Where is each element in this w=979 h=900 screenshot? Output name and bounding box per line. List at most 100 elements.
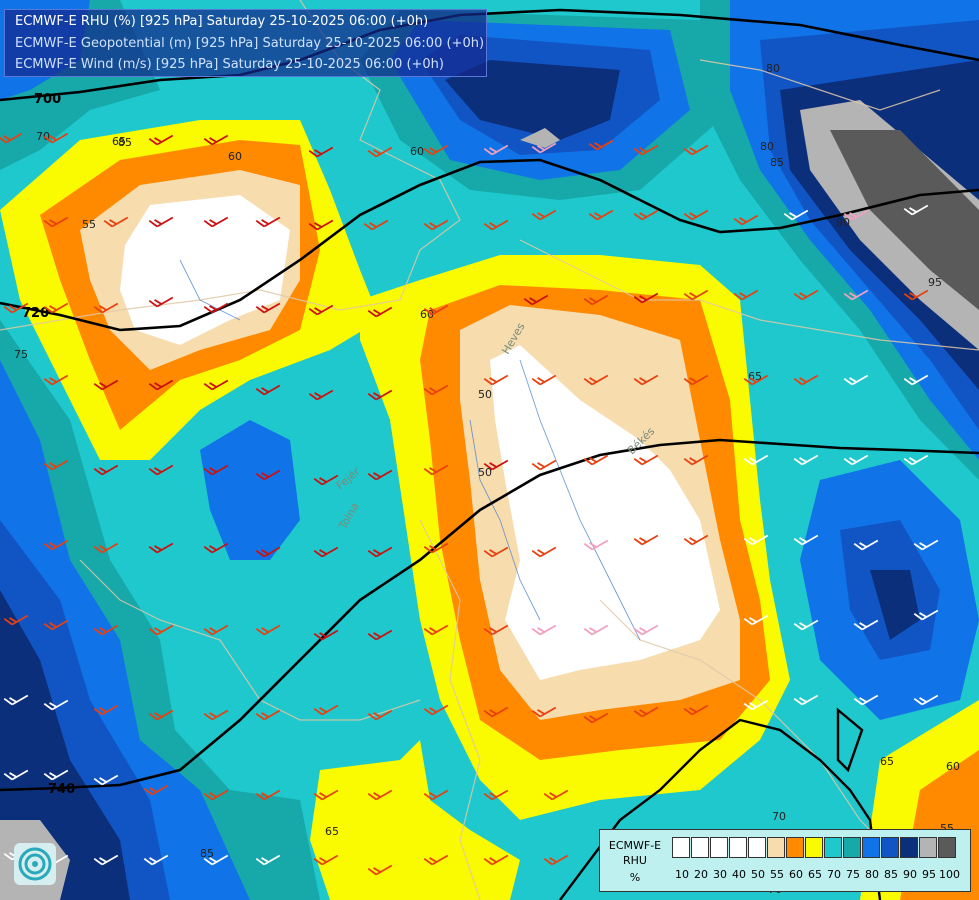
map-title-box: ECMWF-E RHU (%) [925 hPa] Saturday 25-10… bbox=[4, 9, 487, 77]
wind-barb-icon bbox=[423, 144, 449, 156]
wind-barb-icon bbox=[913, 694, 939, 706]
wind-barb-icon bbox=[423, 542, 449, 554]
wind-barb-icon bbox=[203, 464, 229, 476]
wind-barb-icon bbox=[531, 142, 557, 154]
wind-barb-icon bbox=[308, 146, 334, 158]
wind-barb-icon bbox=[531, 624, 557, 636]
wind-barb-icon bbox=[743, 699, 769, 711]
wind-barb-icon bbox=[733, 214, 759, 226]
wind-barb-icon bbox=[483, 546, 509, 558]
wind-barb-icon bbox=[203, 709, 229, 721]
rhu-contour-label: 85 bbox=[770, 156, 784, 169]
wind-barb-icon bbox=[633, 624, 659, 636]
legend-swatch bbox=[881, 837, 899, 858]
wind-barb-icon bbox=[903, 204, 929, 216]
legend-swatch bbox=[900, 837, 918, 858]
wind-barb-icon bbox=[93, 854, 119, 866]
legend-swatch bbox=[672, 837, 690, 858]
wind-barb-icon bbox=[583, 624, 609, 636]
wind-barb-icon bbox=[903, 289, 929, 301]
wind-barb-icon bbox=[3, 302, 29, 314]
wind-barb-icon bbox=[148, 379, 174, 391]
wind-barb-icon bbox=[203, 624, 229, 636]
wind-barb-icon bbox=[423, 304, 449, 316]
wind-barb-icon bbox=[203, 789, 229, 801]
rhu-contour-label: 90 bbox=[836, 216, 850, 229]
wind-barb-icon bbox=[93, 774, 119, 786]
wind-barb-icon bbox=[43, 132, 69, 144]
legend-swatch bbox=[767, 837, 785, 858]
wind-barb-icon bbox=[148, 134, 174, 146]
wind-barb-icon bbox=[423, 219, 449, 231]
legend-tick: 80 bbox=[865, 868, 879, 881]
wind-barb-icon bbox=[483, 706, 509, 718]
wind-barb-icon bbox=[483, 374, 509, 386]
wind-barb-icon bbox=[903, 374, 929, 386]
legend-swatch bbox=[691, 837, 709, 858]
wind-barb-icon bbox=[483, 459, 509, 471]
wind-barb-icon bbox=[903, 454, 929, 466]
rhu-contour-label: 85 bbox=[200, 847, 214, 860]
wind-barb-icon bbox=[148, 216, 174, 228]
wind-barb-icon bbox=[423, 704, 449, 716]
wind-barb-icon bbox=[793, 619, 819, 631]
wind-barb-icon bbox=[583, 374, 609, 386]
wind-barb-icon bbox=[531, 546, 557, 558]
wind-barb-icon bbox=[43, 216, 69, 228]
wind-barb-icon bbox=[683, 209, 709, 221]
wind-barb-icon bbox=[3, 694, 29, 706]
wind-barb-icon bbox=[793, 694, 819, 706]
wind-barb-icon bbox=[633, 706, 659, 718]
wind-barb-icon bbox=[43, 619, 69, 631]
wind-barb-icon bbox=[531, 374, 557, 386]
legend-swatch bbox=[748, 837, 766, 858]
wind-barb-icon bbox=[683, 144, 709, 156]
wind-barb-icon bbox=[633, 144, 659, 156]
rhu-contour-label: 80 bbox=[766, 62, 780, 75]
rhu-contour-label: 65 bbox=[325, 825, 339, 838]
wind-barb-icon bbox=[793, 289, 819, 301]
legend-swatch bbox=[919, 837, 937, 858]
wind-barb-icon bbox=[255, 709, 281, 721]
wind-barb-icon bbox=[308, 219, 334, 231]
rhu-title: ECMWF-E RHU (%) [925 hPa] Saturday 25-10… bbox=[15, 14, 429, 29]
wind-barb-icon bbox=[913, 539, 939, 551]
wind-barb-icon bbox=[743, 614, 769, 626]
wind-barb-icon bbox=[633, 374, 659, 386]
wind-barb-icon bbox=[203, 542, 229, 554]
wind-barb-icon bbox=[633, 209, 659, 221]
wind-barb-icon bbox=[148, 709, 174, 721]
geopotential-labels: 700 720 740 bbox=[22, 92, 75, 797]
wind-barb-icon bbox=[853, 619, 879, 631]
wind-barb-icon bbox=[308, 304, 334, 316]
rhu-contour-label: 85 bbox=[118, 136, 132, 149]
wind-barb-icon bbox=[743, 374, 769, 386]
wind-barb-icon bbox=[843, 209, 869, 221]
legend-unit-label: % bbox=[629, 871, 641, 884]
wind-barb-icon bbox=[483, 144, 509, 156]
legend-tick: 65 bbox=[808, 868, 822, 881]
legend-swatch bbox=[824, 837, 842, 858]
wind-barb-icon bbox=[3, 769, 29, 781]
wind-barb-icon bbox=[683, 289, 709, 301]
legend-swatch bbox=[843, 837, 861, 858]
wind-barb-icon bbox=[255, 854, 281, 866]
wind-barb-icon bbox=[43, 302, 69, 314]
rhu-contour-label: 65 bbox=[880, 755, 894, 768]
wind-barb-icon bbox=[588, 209, 614, 221]
wind-barb-icon bbox=[843, 289, 869, 301]
wind-barb-icon bbox=[313, 854, 339, 866]
wind-barb-icon bbox=[367, 469, 393, 481]
wind-barbs bbox=[0, 132, 939, 876]
wind-barb-icon bbox=[531, 459, 557, 471]
wind-barb-icon bbox=[255, 302, 281, 314]
wind-barb-icon bbox=[203, 854, 229, 866]
legend-tick: 95 bbox=[922, 868, 936, 881]
wind-barb-icon bbox=[148, 542, 174, 554]
wind-barb-icon bbox=[367, 629, 393, 641]
wind-barb-icon bbox=[43, 539, 69, 551]
wind-barb-icon bbox=[793, 374, 819, 386]
legend-tick: 70 bbox=[827, 868, 841, 881]
rhu-contour-label: 70 bbox=[772, 810, 786, 823]
wind-barb-icon bbox=[483, 624, 509, 636]
